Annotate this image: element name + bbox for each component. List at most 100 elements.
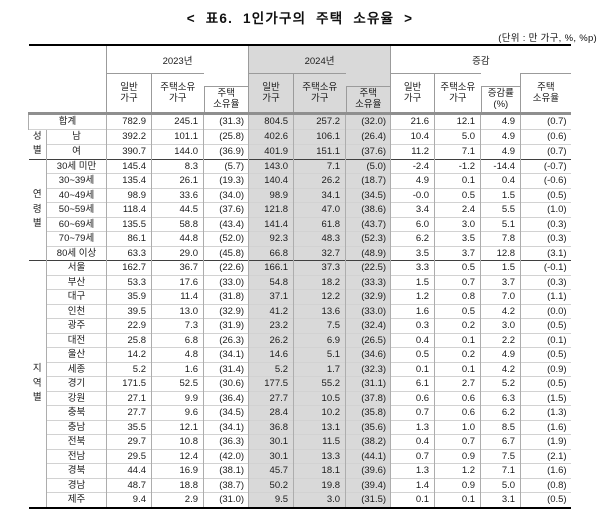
value-cell: (32.9)	[202, 303, 249, 319]
value-cell: (25.8)	[202, 128, 249, 144]
value-cell: (32.3)	[345, 361, 391, 377]
value-cell: 6.2	[480, 405, 521, 420]
table-row: 울산 14.2 4.8 (34.1) 14.6 5.1 (34.6) 0.5 0.2 4.9 (0.…	[29, 347, 571, 362]
value-cell: (34.5)	[345, 187, 391, 203]
value-cell: (36.9)	[202, 143, 249, 159]
value-cell: 14.6	[248, 347, 294, 362]
value-cell: 63.3	[106, 245, 152, 261]
table-row: 50~59세 118.4 44.5 (37.6) 121.8 47.0 (38.6) 3.4 2…	[29, 202, 571, 217]
value-cell: 0.7	[390, 405, 435, 420]
value-cell: (32.4)	[345, 318, 391, 333]
value-cell: 7.1	[434, 143, 481, 159]
subheader-rate-2024-box: 주택 소유율	[345, 86, 391, 112]
value-cell: 61.8	[293, 216, 346, 232]
value-cell: (39.6)	[345, 463, 391, 478]
value-cell: 98.9	[248, 187, 294, 203]
value-cell: 0.1	[434, 332, 481, 348]
value-cell: 58.8	[151, 216, 204, 232]
value-cell: 144.0	[151, 143, 204, 159]
value-cell: (44.1)	[345, 448, 391, 464]
table-row: 80세 이상 63.3 29.0 (45.8) 66.8 32.7 (48.9) 3.5 3.7…	[29, 245, 571, 261]
table-row: 전남 29.5 12.4 (42.0) 30.1 13.3 (44.1) 0.7 0.9 7.5(…	[29, 448, 571, 464]
table-row: 60~69세 135.5 58.8 (43.4) 141.4 61.8 (43.7) 6.0 3…	[29, 216, 571, 232]
value-cell: 0.8	[434, 289, 481, 304]
row-label: 세종	[46, 361, 107, 377]
row-label: 전남	[46, 448, 107, 464]
value-cell: 0.6	[434, 405, 481, 420]
value-cell: (18.7)	[345, 173, 391, 188]
value-cell: 3.0	[434, 216, 481, 232]
value-cell: 0.4	[390, 434, 435, 449]
row-label: 80세 이상	[46, 245, 107, 261]
value-cell: 5.5	[480, 202, 521, 217]
value-cell: 41.2	[248, 303, 294, 319]
value-cell: (1.9)	[520, 434, 571, 449]
value-cell: 12.1	[434, 112, 481, 129]
row-label: 50~59세	[46, 202, 107, 217]
row-label: 대전	[46, 332, 107, 348]
table-row: 30~39세 135.4 26.1 (19.3) 140.4 26.2 (18.7) 4.9 0…	[29, 173, 571, 188]
value-cell: 9.5	[248, 492, 294, 508]
value-cell: 4.9	[480, 347, 521, 362]
value-cell: 121.8	[248, 202, 294, 217]
value-cell: 3.3	[390, 260, 435, 275]
subheader-general-2024: 일반 가구	[248, 73, 294, 114]
value-cell: 1.3	[390, 463, 435, 478]
value-cell: (26.3)	[202, 332, 249, 348]
value-cell: 782.9	[106, 112, 152, 129]
value-cell: 6.1	[390, 376, 435, 391]
value-cell: 9.4	[106, 492, 152, 508]
value-cell: 0.6	[390, 390, 435, 406]
value-cell: 54.8	[248, 274, 294, 290]
table-row: 인천 39.5 13.0 (32.9) 41.2 13.6 (33.0) 1.6 0.5 4.2(…	[29, 303, 571, 319]
value-cell: 0.1	[434, 492, 481, 508]
value-cell: 39.5	[106, 303, 152, 319]
value-cell: 135.5	[106, 216, 152, 232]
value-cell: 3.0	[480, 318, 521, 333]
value-cell: 0.5	[434, 260, 481, 275]
value-cell: (0.7)	[520, 143, 571, 159]
value-cell: 162.7	[106, 260, 152, 275]
table-row: 세종 5.2 1.6 (31.4) 5.2 1.7 (32.3) 0.1 0.1 4.2 (0.9)	[29, 361, 571, 377]
value-cell: 26.1	[151, 173, 204, 188]
value-cell: 0.1	[390, 361, 435, 377]
row-label: 70~79세	[46, 231, 107, 246]
value-cell: 7.3	[151, 318, 204, 333]
value-cell: 3.4	[390, 202, 435, 217]
value-cell: (45.8)	[202, 245, 249, 261]
value-cell: 21.6	[390, 112, 435, 129]
value-cell: (34.1)	[202, 419, 249, 435]
value-cell: (52.0)	[202, 231, 249, 246]
value-cell: 35.5	[106, 419, 152, 435]
value-cell: 29.5	[106, 448, 152, 464]
value-cell: 106.1	[293, 128, 346, 144]
value-cell: 22.9	[106, 318, 152, 333]
value-cell: (32.0)	[345, 112, 391, 129]
value-cell: (32.9)	[345, 289, 391, 304]
value-cell: 390.7	[106, 143, 152, 159]
table-row: 성 별 남 392.2 101.1 (25.8) 402.6 106.1 (26.4) 10.4 5…	[28, 128, 571, 159]
value-cell: 1.2	[434, 463, 481, 478]
value-cell: (38.6)	[345, 202, 391, 217]
subheader-general-change: 일반 가구	[390, 73, 435, 114]
value-cell: 44.4	[106, 463, 152, 478]
value-cell: 10.5	[293, 390, 346, 406]
row-label: 40~49세	[46, 187, 107, 203]
value-cell: (38.2)	[345, 434, 391, 449]
value-cell: 5.1	[293, 347, 346, 362]
value-cell: (0.3)	[520, 231, 571, 246]
value-cell: (33.0)	[345, 303, 391, 319]
subheader-rate-change: 주택 소유율	[520, 73, 571, 114]
value-cell: (38.1)	[202, 463, 249, 478]
table-row: 지 역 별 서울 162.7 36.7 (22.6) 166.1 37.3 (22.5) 3.3 0.…	[28, 260, 571, 508]
value-cell: 29.7	[106, 434, 152, 449]
value-cell: 17.6	[151, 274, 204, 290]
value-cell: 0.3	[390, 318, 435, 333]
value-cell: 101.1	[151, 128, 204, 144]
value-cell: 0.2	[434, 318, 481, 333]
page-title: < 표6. 1인가구의 주택 소유율 >	[186, 11, 414, 26]
row-label: 충남	[46, 419, 107, 435]
row-label: 남	[46, 128, 107, 144]
